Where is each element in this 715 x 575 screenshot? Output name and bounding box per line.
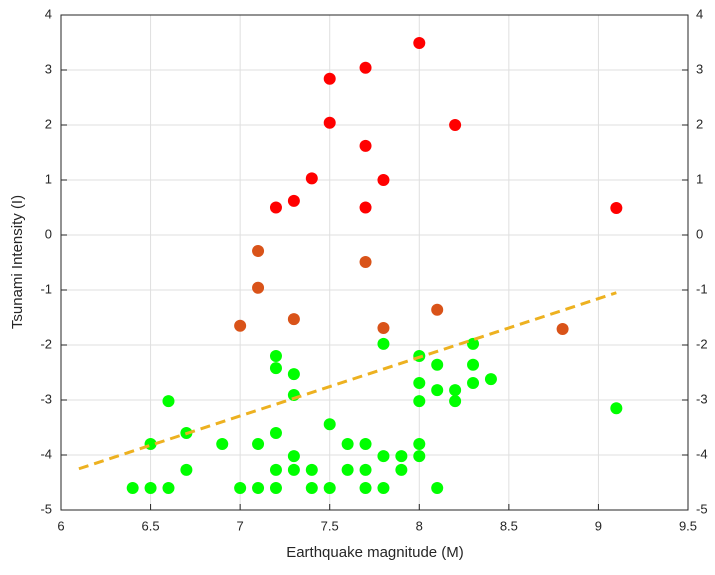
y2-tick-label: 1: [696, 171, 703, 186]
point: [359, 482, 372, 494]
y2-tick-label: -3: [696, 391, 708, 406]
trend-line: [78, 291, 617, 471]
point: [377, 174, 390, 186]
y-tick-label: -5: [40, 501, 52, 516]
point: [449, 384, 462, 397]
y2-tick-label: 4: [696, 6, 703, 21]
point: [341, 463, 354, 476]
point: [305, 463, 318, 476]
point: [377, 337, 390, 350]
y-tick-label: 4: [45, 6, 52, 21]
point: [449, 395, 462, 408]
point: [377, 321, 390, 334]
y-tick-label: -3: [40, 391, 52, 406]
point: [467, 358, 480, 371]
point: [359, 139, 372, 152]
point: [287, 463, 300, 476]
x-tick-label: 6: [57, 518, 64, 533]
point: [252, 482, 265, 494]
point: [467, 337, 480, 350]
point: [413, 37, 426, 50]
x-tick-label: 8: [416, 518, 423, 533]
point: [359, 61, 372, 74]
x-tick-label: 9: [595, 518, 602, 533]
point: [287, 450, 300, 463]
y-tick-label: 2: [45, 116, 52, 131]
y2-tick-label: -4: [696, 446, 708, 461]
y2-tick-label: 0: [696, 226, 703, 241]
y2-tick-label: -1: [696, 281, 708, 296]
point: [323, 482, 336, 494]
x-axis-label: Earthquake magnitude (M): [286, 544, 464, 561]
point: [323, 72, 336, 85]
point: [413, 438, 426, 450]
point: [234, 319, 247, 332]
y2-tick-label: -2: [696, 336, 708, 351]
point: [467, 376, 480, 389]
point: [359, 438, 372, 450]
point: [269, 427, 282, 439]
point: [449, 119, 462, 131]
point: [413, 395, 426, 408]
point: [484, 373, 497, 386]
point: [413, 376, 426, 389]
point: [180, 463, 193, 476]
y-tick-label: 3: [45, 61, 52, 76]
point: [287, 194, 300, 207]
point: [216, 438, 229, 450]
point: [341, 438, 354, 450]
y-tick-label: 0: [45, 226, 52, 241]
point: [359, 255, 372, 268]
point: [144, 482, 157, 494]
x-tick-label: 7: [237, 518, 244, 533]
point: [395, 450, 408, 463]
y2-tick-label: 2: [696, 116, 703, 131]
y-axis-label: Tsunami Intensity (I): [9, 195, 26, 329]
point: [234, 482, 247, 494]
point: [556, 323, 569, 336]
point: [162, 482, 175, 494]
point: [323, 116, 336, 129]
point: [431, 384, 444, 397]
point: [610, 402, 623, 415]
point: [126, 482, 139, 494]
point: [252, 281, 265, 294]
x-tick-label: 8.5: [500, 518, 518, 533]
point: [377, 450, 390, 463]
point: [269, 482, 282, 494]
point: [377, 482, 390, 494]
x-tick-label: 9.5: [679, 518, 697, 533]
point: [269, 350, 282, 362]
point: [269, 201, 282, 214]
point: [359, 463, 372, 476]
y2-tick-label: -5: [696, 501, 708, 516]
point: [269, 362, 282, 375]
point: [287, 313, 300, 326]
point: [431, 303, 444, 316]
x-tick-label: 6.5: [142, 518, 160, 533]
point: [359, 201, 372, 214]
point: [395, 463, 408, 476]
point: [323, 418, 336, 431]
point: [431, 358, 444, 371]
point: [252, 438, 265, 450]
point: [610, 202, 623, 215]
y-tick-label: -1: [40, 281, 52, 296]
x-tick-label: 7.5: [321, 518, 339, 533]
point: [162, 395, 175, 408]
point: [269, 463, 282, 476]
point: [252, 244, 265, 257]
plot-frame: [60, 14, 689, 511]
point: [305, 172, 318, 185]
y2-tick-label: 3: [696, 61, 703, 76]
point: [431, 482, 444, 494]
point: [413, 450, 426, 463]
y-tick-label: -4: [40, 446, 52, 461]
y-tick-label: -2: [40, 336, 52, 351]
y-tick-label: 1: [45, 171, 52, 186]
point: [305, 482, 318, 494]
point: [287, 368, 300, 381]
